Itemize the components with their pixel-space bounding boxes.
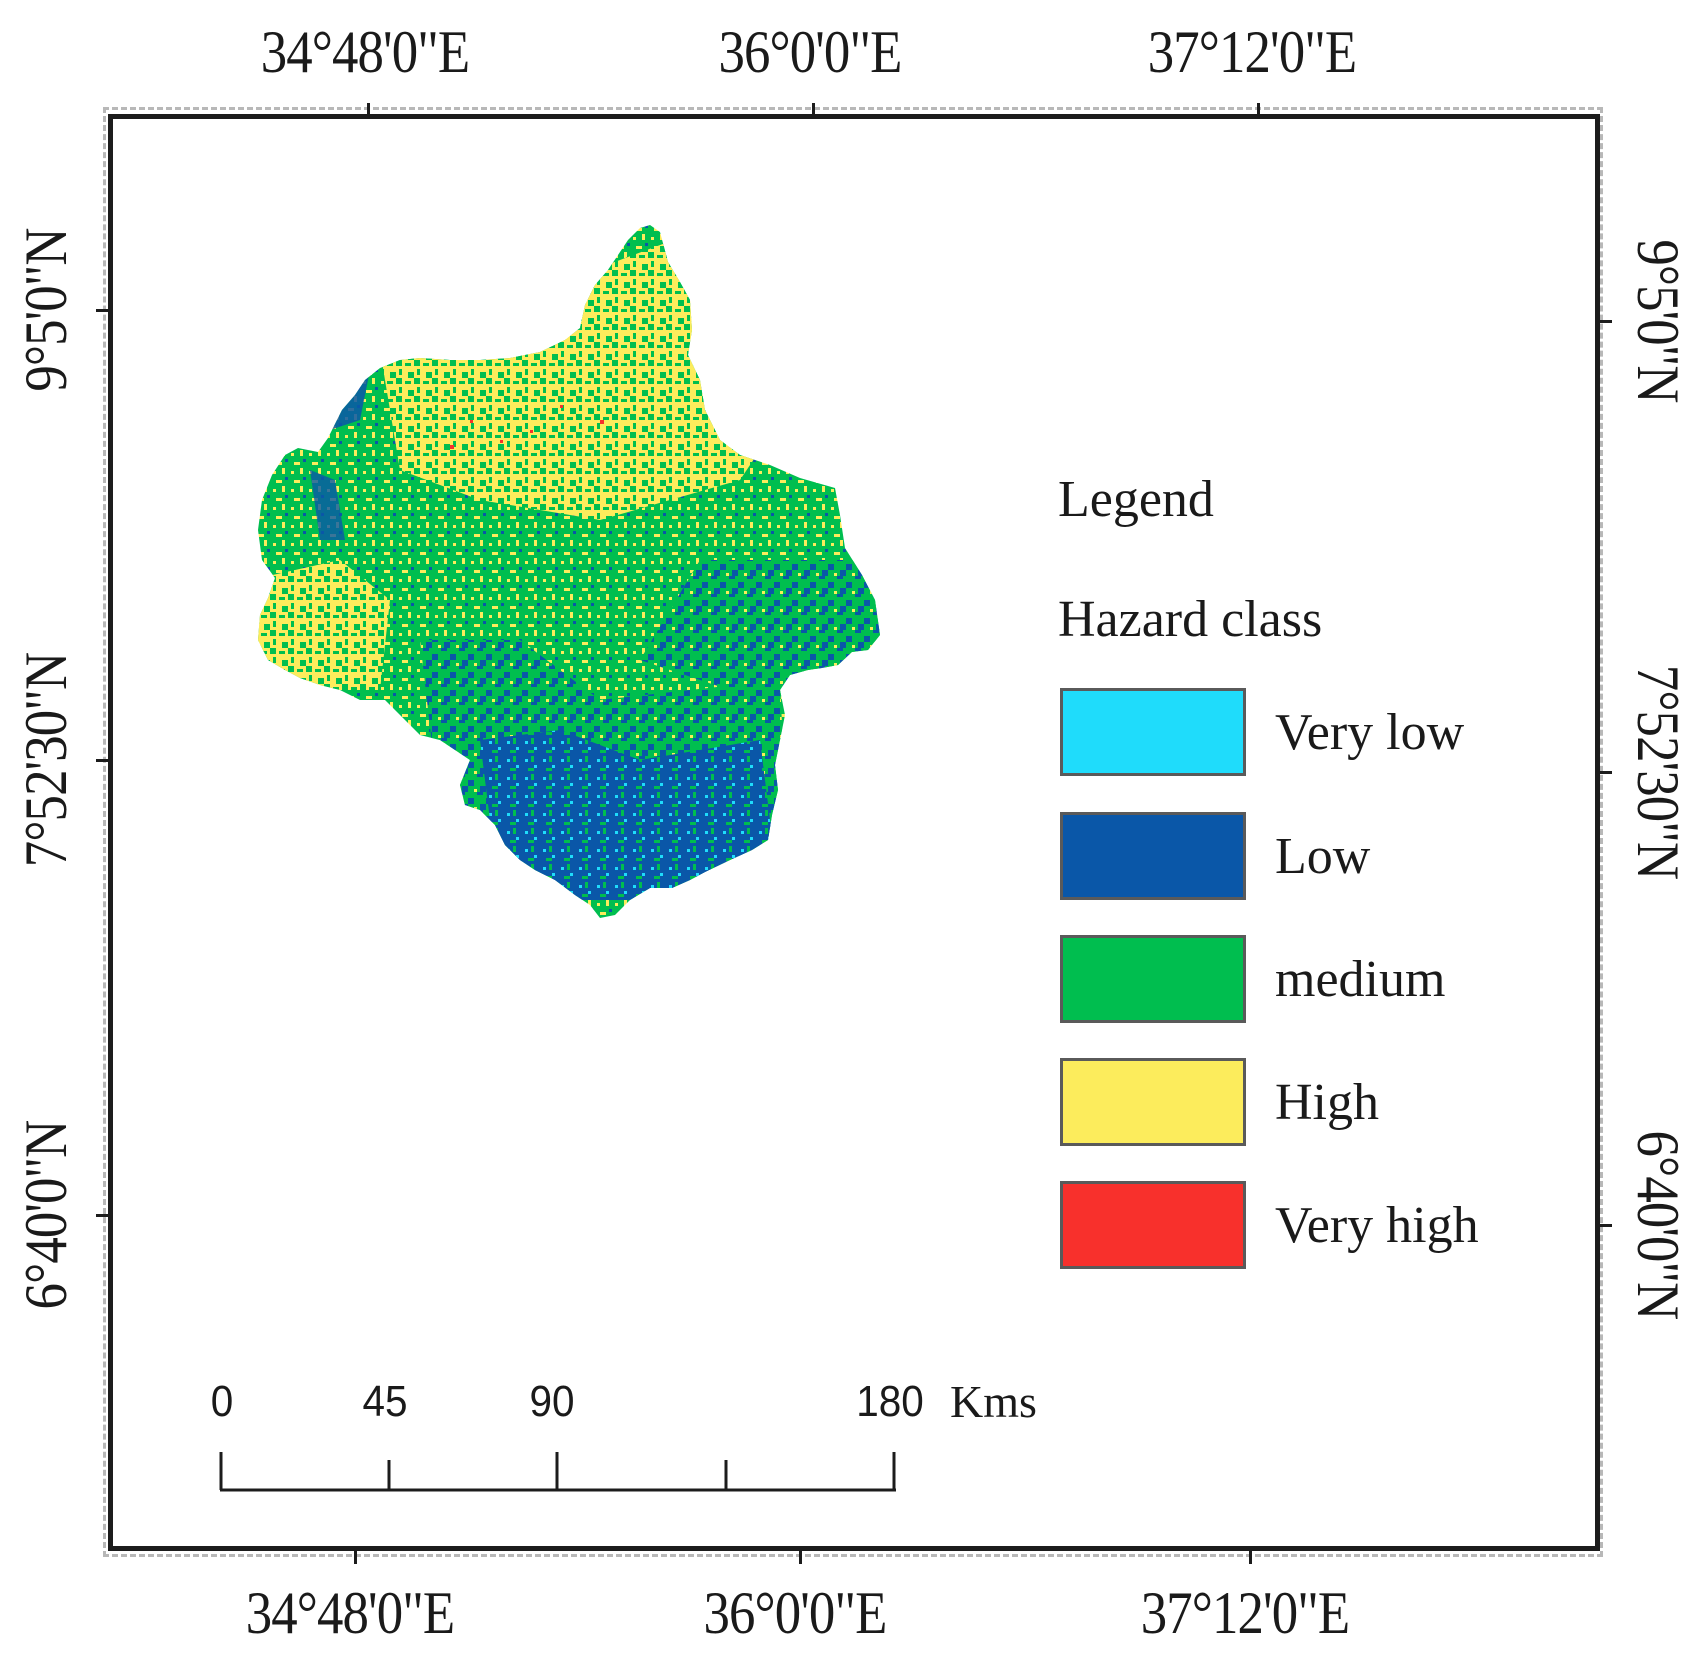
- legend-heading: Legend: [1058, 471, 1214, 528]
- map-neatline-dashed: [103, 107, 1603, 1557]
- legend-label-very-low: Very low: [1275, 704, 1465, 761]
- legend-swatch-low: [1060, 812, 1246, 900]
- graticule-tick: [96, 309, 110, 312]
- graticule-tick: [1598, 320, 1612, 323]
- graticule-tick: [1257, 103, 1260, 117]
- longitude-label-bottom: 37°12'0"E: [1140, 1580, 1350, 1646]
- legend-subheading: Hazard class: [1058, 591, 1323, 648]
- legend-label-medium: medium: [1275, 951, 1446, 1008]
- longitude-label-top: 37°12'0"E: [1147, 19, 1357, 85]
- scale-label-45: 45: [362, 1377, 408, 1426]
- graticule-tick: [1598, 1224, 1612, 1227]
- longitude-label-top: 36°0'0"E: [718, 19, 903, 85]
- graticule-tick: [1598, 771, 1612, 774]
- longitude-label-bottom: 34°48'0"E: [245, 1580, 455, 1646]
- graticule-tick: [799, 1550, 802, 1564]
- longitude-label-top: 34°48'0"E: [260, 19, 470, 85]
- legend-label-very-high: Very high: [1275, 1197, 1479, 1254]
- legend-swatch-medium: [1060, 935, 1246, 1023]
- scale-label-180: 180: [856, 1377, 924, 1426]
- legend-swatch-very-low: [1060, 688, 1246, 776]
- legend-label-high: High: [1275, 1074, 1379, 1131]
- longitude-label-bottom: 36°0'0"E: [703, 1580, 888, 1646]
- graticule-tick: [1249, 1550, 1252, 1564]
- scale-unit: Kms: [950, 1376, 1037, 1427]
- legend-swatch-high: [1060, 1058, 1246, 1146]
- legend-swatch-very-high: [1060, 1181, 1246, 1269]
- graticule-tick: [812, 103, 815, 117]
- legend-label-low: Low: [1275, 828, 1371, 885]
- graticule-tick: [354, 1550, 357, 1564]
- scale-label-0: 0: [210, 1377, 234, 1426]
- map-frame: [108, 114, 1600, 1551]
- graticule-tick: [96, 759, 110, 762]
- scale-label-90: 90: [529, 1377, 575, 1426]
- graticule-tick: [96, 1214, 110, 1217]
- graticule-tick: [367, 103, 370, 117]
